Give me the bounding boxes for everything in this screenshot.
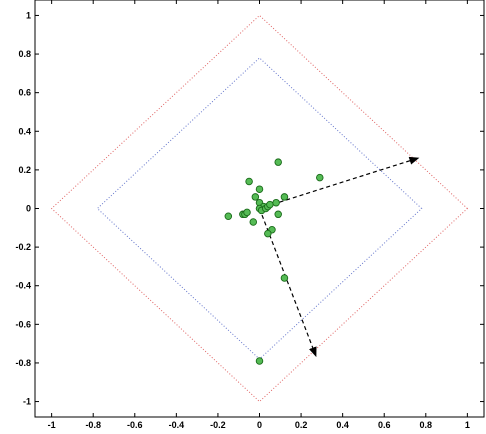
data-point: [249, 218, 258, 226]
x-tick-label: 0: [257, 420, 262, 430]
data-point: [243, 208, 251, 217]
x-tick-label: 0.8: [420, 420, 433, 430]
data-point: [251, 193, 260, 201]
data-point: [274, 210, 282, 219]
x-tick-label: -0.4: [169, 420, 185, 430]
data-point: [316, 173, 324, 182]
data-point: [272, 198, 280, 207]
data-point: [264, 229, 272, 238]
y-tick-label: -0.8: [15, 358, 31, 368]
y-tick-label: 0.6: [18, 88, 31, 98]
points-layer: [224, 158, 324, 365]
data-point: [280, 274, 289, 282]
x-tick-label: 0.6: [378, 420, 391, 430]
y-tick-label: 0.2: [18, 165, 31, 175]
data-point: [280, 193, 289, 201]
data-point: [255, 185, 264, 193]
y-tick-label: 0.8: [18, 49, 31, 59]
y-tick-label: -0.4: [15, 281, 31, 291]
x-tick-label: -0.2: [210, 420, 226, 430]
x-tick-label: 0.2: [295, 420, 308, 430]
x-tick-label: 1: [465, 420, 470, 430]
data-point: [245, 177, 253, 186]
y-axis-ticks: 1 0.8 0.6 0.4 0.2 0 -0.2 -0.4 -0.6 -0.8 -1: [15, 10, 484, 407]
x-axis-ticks: -1 -0.8 -0.6 -0.4 -0.2 0 0.2 0.4 0.6 0.8 1: [48, 0, 470, 430]
y-tick-label: 1: [26, 10, 31, 20]
arrow-layer: [258, 156, 420, 358]
arrow-2: [258, 208, 317, 358]
x-tick-label: -0.6: [127, 420, 143, 430]
outer-diamond: [50, 14, 469, 403]
y-tick-label: -1: [23, 397, 31, 407]
y-tick-label: 0.4: [18, 126, 31, 136]
x-tick-label: -0.8: [85, 420, 101, 430]
x-tick-label: 0.4: [336, 420, 349, 430]
y-tick-label: 0: [26, 204, 31, 214]
inner-diamond: [96, 57, 423, 360]
y-tick-label: -0.2: [15, 242, 31, 252]
x-tick-label: -1: [48, 420, 56, 430]
data-point: [224, 212, 233, 220]
data-point: [255, 357, 264, 365]
y-tick-label: -0.6: [15, 319, 31, 329]
data-point: [274, 158, 282, 166]
diamond-layer: [50, 14, 469, 403]
data-point: [266, 200, 274, 209]
